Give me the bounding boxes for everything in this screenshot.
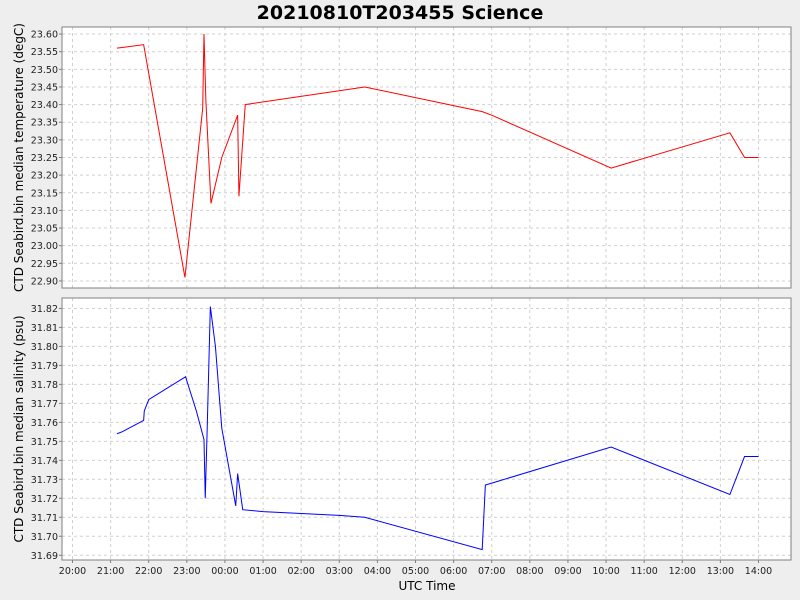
- salinity-plot-border: [61, 297, 792, 561]
- panel-temperature: 23.60 23.55 23.50 23.45 23.40 23.35 23.30 23.25…: [12, 23, 792, 292]
- x-tick-label: 07:00: [478, 566, 505, 577]
- salinity-y-axis-label: CTD Seabird.bin median salinity (psu): [12, 315, 26, 542]
- x-tick-label: 23:00: [173, 566, 200, 577]
- x-tick-label: 21:00: [97, 566, 124, 577]
- x-tick-label: 05:00: [402, 566, 429, 577]
- temperature-y-tick-label: 23.20: [31, 171, 58, 182]
- x-tick-label: 14:00: [745, 566, 772, 577]
- salinity-y-tick-label: 31.72: [31, 494, 58, 505]
- temperature-y-tick-label: 23.10: [31, 206, 58, 217]
- temperature-plot-border: [61, 26, 792, 289]
- x-tick-label: 10:00: [592, 566, 619, 577]
- temperature-y-tick-label: 23.45: [31, 82, 58, 93]
- salinity-series-line: [116, 306, 759, 551]
- salinity-y-tick-label: 31.71: [31, 513, 58, 524]
- x-tick-label: 09:00: [554, 566, 581, 577]
- x-tick-label: 13:00: [707, 566, 734, 577]
- x-tick-label: 11:00: [630, 566, 657, 577]
- temperature-y-tick-label: 23.40: [31, 100, 58, 111]
- temperature-series-line: [116, 34, 759, 278]
- x-tick-label: 01:00: [249, 566, 276, 577]
- x-tick-label: 22:00: [135, 566, 162, 577]
- x-tick-label: 02:00: [287, 566, 314, 577]
- salinity-y-tick-label: 31.81: [31, 323, 58, 334]
- temperature-y-axis-label: CTD Seabird.bin median temperature (degC…: [12, 23, 26, 292]
- salinity-y-tick-label: 31.73: [31, 475, 58, 486]
- salinity-y-tick-label: 31.77: [31, 399, 58, 410]
- x-tick-label: 00:00: [211, 566, 238, 577]
- temperature-y-tick-label: 22.90: [31, 276, 58, 287]
- salinity-y-tick-label: 31.70: [31, 532, 58, 543]
- temperature-y-tick-label: 23.05: [31, 224, 58, 235]
- temperature-y-tick-label: 23.25: [31, 153, 58, 164]
- temperature-y-tick-label: 23.00: [31, 241, 58, 252]
- x-tick-label: 03:00: [326, 566, 353, 577]
- salinity-y-tick-label: 31.69: [31, 551, 58, 562]
- temperature-y-tick-label: 23.55: [31, 47, 58, 58]
- x-axis-label: UTC Time: [399, 579, 456, 593]
- temperature-y-tick-label: 23.15: [31, 188, 58, 199]
- temperature-y-tick-label: 23.50: [31, 65, 58, 76]
- panel-salinity: 31.82 31.81 31.80 31.79 31.78 31.77 31.76 31.75…: [12, 297, 792, 562]
- salinity-y-tick-label: 31.74: [31, 456, 58, 467]
- x-tick-label: 06:00: [440, 566, 467, 577]
- temperature-y-tick-label: 23.35: [31, 118, 58, 129]
- temperature-y-tick-label: 23.60: [31, 30, 58, 41]
- x-tick-label: 04:00: [364, 566, 391, 577]
- salinity-y-tick-label: 31.78: [31, 380, 58, 391]
- salinity-y-tick-label: 31.75: [31, 437, 58, 448]
- x-tick-label: 08:00: [516, 566, 543, 577]
- salinity-y-tick-label: 31.79: [31, 361, 58, 372]
- x-tick-label: 12:00: [669, 566, 696, 577]
- salinity-y-tick-label: 31.76: [31, 418, 58, 429]
- temperature-y-tick-label: 22.95: [31, 259, 58, 270]
- salinity-y-tick-label: 31.82: [31, 304, 58, 315]
- temperature-y-tick-label: 23.30: [31, 135, 58, 146]
- salinity-y-tick-label: 31.80: [31, 342, 58, 353]
- salinity-plot-area: [62, 298, 791, 560]
- x-tick-label: 20:00: [59, 566, 86, 577]
- chart-title: 20210810T203455 Science: [257, 2, 544, 24]
